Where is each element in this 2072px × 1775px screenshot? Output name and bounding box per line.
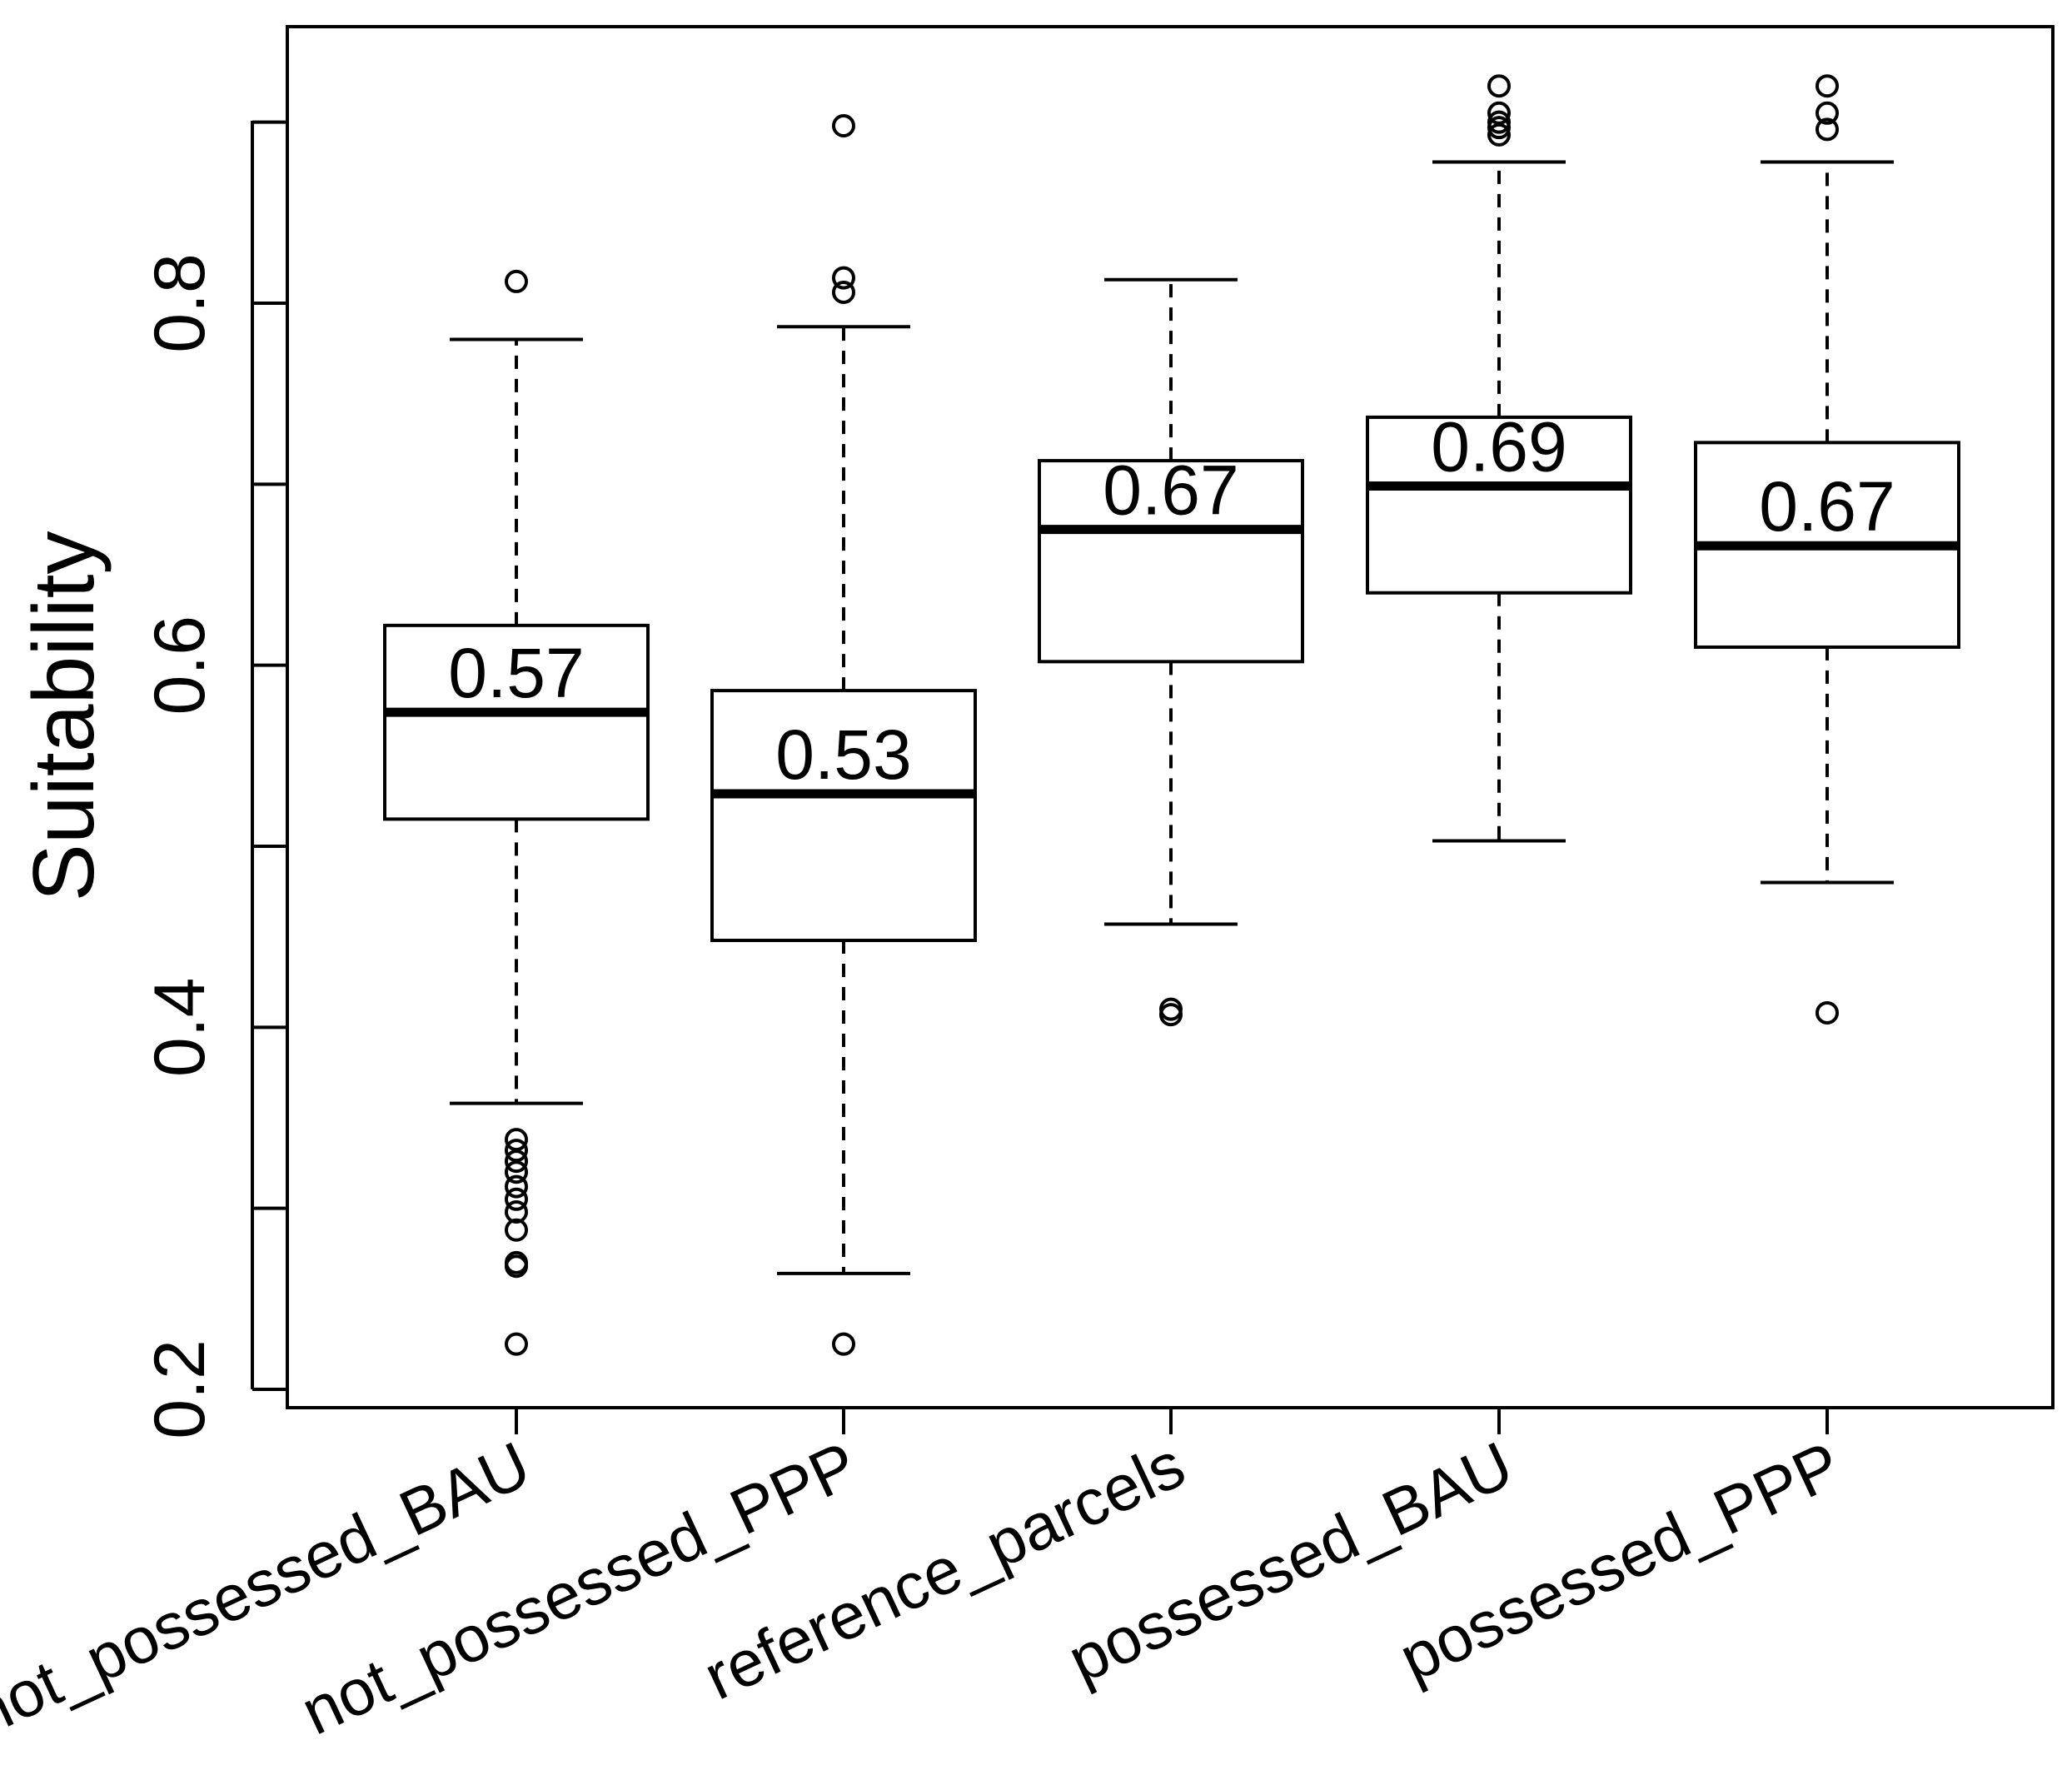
y-axis-ticks: 0.2 0.4 0.6 0.8 <box>140 120 287 1439</box>
outlier-point <box>1815 117 1839 142</box>
outlier-point <box>1487 116 1511 140</box>
x-tick-label: not_possessed_BAU <box>0 1428 540 1751</box>
outlier-point <box>505 1160 528 1184</box>
box-iqr <box>1366 415 1632 595</box>
box-possessed_BAU: 0.69 <box>1366 74 1632 843</box>
outlier-point <box>505 1128 528 1152</box>
outlier-point <box>1815 1000 1839 1025</box>
outlier-point <box>505 1139 528 1163</box>
y-tick-label: 0.8 <box>140 253 220 353</box>
y-tick-label: 0.2 <box>140 1339 220 1439</box>
box-reference_parcels: 0.67 <box>1038 277 1304 1027</box>
box-iqr <box>383 623 650 821</box>
outlier-point <box>1487 101 1511 125</box>
outlier-point <box>1815 74 1839 98</box>
y-tick-label: 0.4 <box>140 978 220 1078</box>
outlier-point <box>1815 101 1839 125</box>
y-axis-label: Suitability <box>16 531 112 901</box>
box-iqr <box>710 689 977 943</box>
median-label: 0.53 <box>775 715 912 794</box>
outlier-point <box>505 1149 528 1174</box>
outlier-point <box>832 114 855 138</box>
outlier-point <box>505 269 528 293</box>
outlier-point <box>505 1187 528 1211</box>
median-label: 0.67 <box>1103 451 1239 530</box>
outlier-point <box>505 1200 528 1224</box>
outlier-point <box>505 1174 528 1199</box>
outlier-point <box>505 1254 528 1279</box>
outlier-point <box>505 1218 528 1242</box>
outlier-point <box>1487 74 1511 98</box>
outlier-point <box>1487 122 1511 147</box>
outlier-point <box>832 280 855 304</box>
box-not_possessed_PPP: 0.53 <box>710 114 977 1356</box>
box-not_possessed_BAU: 0.57 <box>383 269 650 1356</box>
x-axis-ticks: not_possessed_BAUnot_possessed_PPPrefere… <box>0 1408 1851 1750</box>
outlier-point <box>832 266 855 290</box>
outlier-point <box>1159 1003 1183 1027</box>
y-tick-label: 0.6 <box>140 616 220 715</box>
median-label: 0.67 <box>1759 467 1895 546</box>
x-tick-label: not_possessed_PPP <box>291 1428 869 1749</box>
median-label: 0.57 <box>448 634 585 712</box>
box-series: 0.57 0.53 0.67 0.69 0.67 <box>383 74 1960 1356</box>
box-iqr <box>1038 459 1304 664</box>
outlier-point <box>832 1332 855 1356</box>
outlier-point <box>505 1332 528 1356</box>
box-possessed_PPP: 0.67 <box>1694 74 1960 1025</box>
median-label: 0.69 <box>1431 408 1567 486</box>
